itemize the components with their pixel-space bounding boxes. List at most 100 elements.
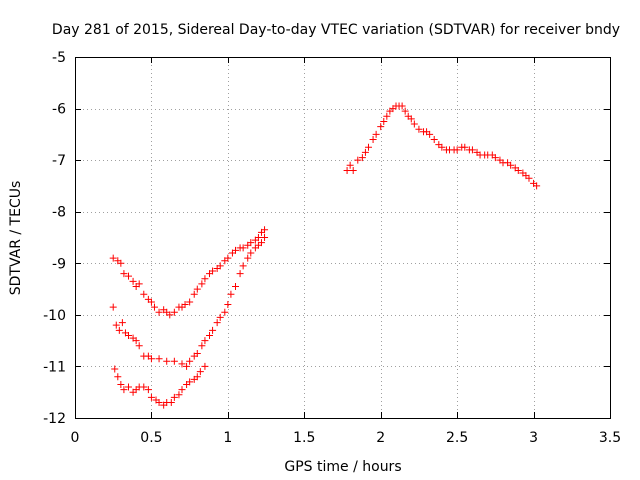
data-point — [129, 277, 137, 285]
data-point — [401, 107, 409, 115]
data-point — [232, 246, 239, 254]
data-point — [112, 321, 120, 329]
data-point — [117, 259, 125, 267]
data-point — [140, 383, 148, 391]
data-point — [410, 120, 418, 128]
data-point — [178, 386, 186, 394]
axis-ticks: 0 0.5 1 1.5 2 2.5 3 3.5 -5 -6 -7 -8 -9 -10 -11 -12 — [43, 50, 621, 446]
y-tick-label: -11 — [43, 359, 66, 375]
data-point — [398, 102, 406, 110]
x-tick-label: 3.5 — [599, 430, 621, 446]
data-point — [221, 308, 229, 316]
series-arc-upper — [109, 226, 269, 319]
data-point — [213, 319, 221, 327]
data-point — [209, 267, 217, 275]
data-point — [216, 313, 224, 321]
x-tick-label: 0.5 — [140, 430, 162, 446]
data-point — [247, 249, 255, 257]
data-point — [438, 143, 446, 151]
data-point — [150, 303, 158, 311]
data-point — [167, 399, 175, 407]
data-point — [257, 239, 265, 247]
data-point — [430, 136, 438, 144]
data-point — [415, 125, 423, 133]
data-point — [120, 386, 128, 394]
data-point — [514, 166, 522, 174]
data-point — [254, 234, 262, 241]
data-point — [453, 146, 461, 154]
data-point — [111, 365, 119, 373]
data-point — [147, 355, 155, 363]
data-point — [181, 301, 189, 309]
grid — [75, 57, 610, 418]
data-point — [198, 342, 206, 350]
data-points — [109, 102, 541, 409]
data-point — [155, 399, 163, 407]
data-point — [178, 360, 186, 368]
data-point — [244, 254, 252, 262]
data-point — [227, 290, 235, 298]
data-point — [533, 182, 541, 190]
data-point — [461, 143, 469, 151]
data-point — [239, 244, 247, 252]
data-point — [147, 298, 155, 306]
data-point — [183, 362, 191, 370]
data-point — [170, 308, 178, 316]
data-point — [346, 161, 354, 169]
data-point — [135, 280, 143, 288]
data-point — [117, 380, 125, 388]
series-arc-middle — [109, 234, 269, 370]
data-point — [114, 373, 122, 381]
data-point — [354, 156, 362, 164]
series-arc-late — [343, 102, 541, 190]
y-tick-label: -10 — [43, 308, 66, 324]
data-point — [175, 391, 183, 399]
data-point — [193, 285, 201, 293]
data-point — [206, 331, 214, 339]
x-tick-label: 2.5 — [446, 430, 468, 446]
data-point — [201, 362, 209, 370]
data-point — [163, 357, 171, 365]
data-point — [426, 130, 434, 138]
x-tick-label: 1 — [223, 430, 232, 446]
data-point — [383, 112, 391, 120]
plot-frame — [75, 57, 611, 419]
data-point — [198, 280, 206, 288]
y-tick-label: -6 — [52, 102, 66, 118]
data-point — [118, 319, 126, 327]
data-point — [507, 161, 515, 169]
data-point — [109, 303, 117, 311]
data-point — [120, 270, 128, 278]
data-point — [166, 311, 174, 319]
data-point — [186, 298, 194, 306]
data-point — [196, 368, 204, 376]
data-point — [186, 378, 194, 386]
data-point — [125, 331, 132, 339]
y-axis-label: SDTVAR / TECUs — [8, 181, 24, 296]
data-point — [377, 123, 385, 131]
y-tick-label: -7 — [52, 153, 66, 169]
y-tick-label: -8 — [52, 205, 66, 221]
x-tick-label: 2 — [376, 430, 385, 446]
data-point — [193, 373, 201, 381]
data-point — [201, 337, 209, 345]
data-point — [224, 254, 232, 262]
y-tick-label: -12 — [43, 411, 66, 427]
data-point — [186, 357, 194, 365]
data-point — [147, 393, 155, 401]
data-point — [155, 308, 163, 316]
data-point — [343, 166, 351, 174]
data-point — [115, 326, 123, 334]
x-tick-label: 3 — [529, 430, 538, 446]
data-point — [380, 117, 388, 125]
data-point — [369, 136, 377, 144]
data-point — [239, 262, 247, 270]
data-point — [201, 275, 209, 283]
data-point — [364, 143, 372, 151]
data-point — [193, 350, 201, 358]
y-tick-label: -5 — [52, 50, 66, 66]
series-arc-lower — [111, 362, 209, 409]
data-point — [407, 115, 415, 123]
data-point — [247, 239, 255, 247]
